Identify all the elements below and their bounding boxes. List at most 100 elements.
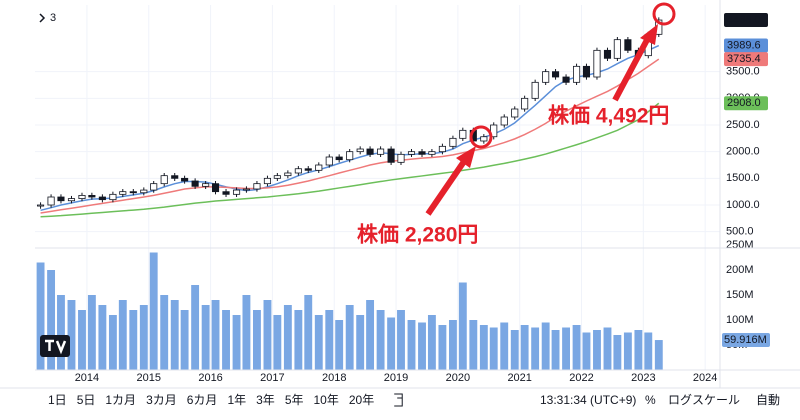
range-button[interactable]: 1日 xyxy=(48,393,67,407)
volume-bar xyxy=(448,320,457,370)
candle-body xyxy=(294,168,302,174)
candle-body xyxy=(521,97,529,110)
range-button[interactable]: 10年 xyxy=(314,393,339,407)
legend-toggle[interactable] xyxy=(39,13,46,23)
volume-tick-label: 250M xyxy=(726,239,754,251)
range-button[interactable]: 3カ月 xyxy=(146,393,177,407)
x-tick-label: 2024 xyxy=(693,372,717,384)
highlight-circle xyxy=(469,125,493,149)
auto-toggle[interactable]: 自動 xyxy=(756,393,780,407)
volume-bar xyxy=(376,310,385,370)
candle-body xyxy=(335,156,343,161)
annotation: 株価 4,492円 xyxy=(548,104,669,128)
volume-bar xyxy=(314,315,323,370)
moving-average xyxy=(40,102,660,218)
price-tag-label: 4468.0 xyxy=(727,14,761,26)
candle-body xyxy=(37,204,45,207)
volume-bar xyxy=(149,252,158,370)
logo xyxy=(40,335,70,357)
volume-bar xyxy=(593,330,601,370)
log-toggle[interactable]: ログスケール xyxy=(668,393,740,407)
candle-body xyxy=(624,39,632,51)
volume-bar xyxy=(108,315,117,370)
y-tick-label: 500.0 xyxy=(726,226,754,238)
candle-body xyxy=(562,76,570,83)
volume-bar xyxy=(57,295,65,370)
candle-body xyxy=(140,189,148,194)
volume-bar xyxy=(520,325,529,370)
legend-count: 3 xyxy=(50,12,56,24)
candle-body xyxy=(428,151,436,155)
y-tick-label: 1500.0 xyxy=(726,172,760,184)
volume-tag xyxy=(722,333,770,348)
volume-bar xyxy=(294,310,303,370)
highlight-circle xyxy=(652,2,676,26)
candle-body xyxy=(551,71,560,78)
volume-bar xyxy=(366,300,375,370)
volume-bar xyxy=(623,332,632,370)
candle-body xyxy=(480,136,488,142)
volume-bar xyxy=(232,315,241,370)
candle-body xyxy=(119,191,127,195)
volume-bar xyxy=(263,300,272,370)
moving-average xyxy=(40,58,660,214)
candle-body xyxy=(202,183,210,187)
volume-bar xyxy=(304,295,313,370)
x-tick-label: 2020 xyxy=(446,372,470,384)
x-tick-label: 2017 xyxy=(260,372,284,384)
arrow-shaft xyxy=(425,158,468,216)
arrow-shaft xyxy=(612,36,651,102)
candle-body xyxy=(109,193,117,201)
candle-body xyxy=(57,196,65,202)
volume-bar xyxy=(644,332,653,370)
volume-bar xyxy=(78,310,86,370)
range-button[interactable]: 3年 xyxy=(256,393,275,407)
y-tick-label: 1000.0 xyxy=(726,199,760,211)
volume-bar xyxy=(654,340,663,370)
y-tick-label: 2000.0 xyxy=(726,146,760,158)
volume-bar xyxy=(253,310,261,370)
volume-bar xyxy=(129,310,138,370)
percent-toggle[interactable]: % xyxy=(645,393,656,407)
x-tick-label: 2019 xyxy=(384,372,408,384)
volume-tag-label: 59.916M xyxy=(724,334,767,346)
date-range-icon[interactable] xyxy=(394,393,403,407)
arrow-head xyxy=(640,24,658,45)
volume-bar xyxy=(551,330,560,370)
volume-bar xyxy=(397,310,405,370)
volume-bar xyxy=(541,322,550,370)
volume-bar xyxy=(273,315,282,370)
volume-bar xyxy=(418,322,426,370)
range-button[interactable]: 20年 xyxy=(349,393,374,407)
candle-body xyxy=(160,175,168,185)
candle-body xyxy=(315,164,323,171)
range-button[interactable]: 6カ月 xyxy=(187,393,218,407)
range-button[interactable]: 1年 xyxy=(227,393,246,407)
volume-bar xyxy=(489,327,498,370)
range-button[interactable]: 5年 xyxy=(285,393,304,407)
clock[interactable]: 13:31:34 (UTC+9) xyxy=(540,393,636,407)
range-button[interactable]: 1カ月 xyxy=(105,393,136,407)
volume-bar xyxy=(572,325,581,370)
candle-body xyxy=(78,194,86,199)
candle-body xyxy=(222,191,230,195)
volume-tick-label: 200M xyxy=(726,264,754,276)
volume-bar xyxy=(469,320,478,370)
candle-body xyxy=(284,172,292,177)
volume-bar xyxy=(222,310,230,370)
volume-bar xyxy=(634,330,643,370)
price-tag xyxy=(724,38,768,53)
candle-body xyxy=(531,81,539,99)
candle-body xyxy=(98,196,106,201)
volume-bar xyxy=(407,320,416,370)
candle-body xyxy=(304,168,312,171)
volume-bar xyxy=(613,335,622,370)
price-tag-label: 2908.0 xyxy=(727,97,761,109)
range-button[interactable]: 5日 xyxy=(77,393,96,407)
candle-body xyxy=(500,116,508,126)
volume-bar xyxy=(98,305,107,370)
candle-body xyxy=(377,148,385,155)
candle-body xyxy=(211,183,220,193)
logo-mark xyxy=(45,339,67,355)
